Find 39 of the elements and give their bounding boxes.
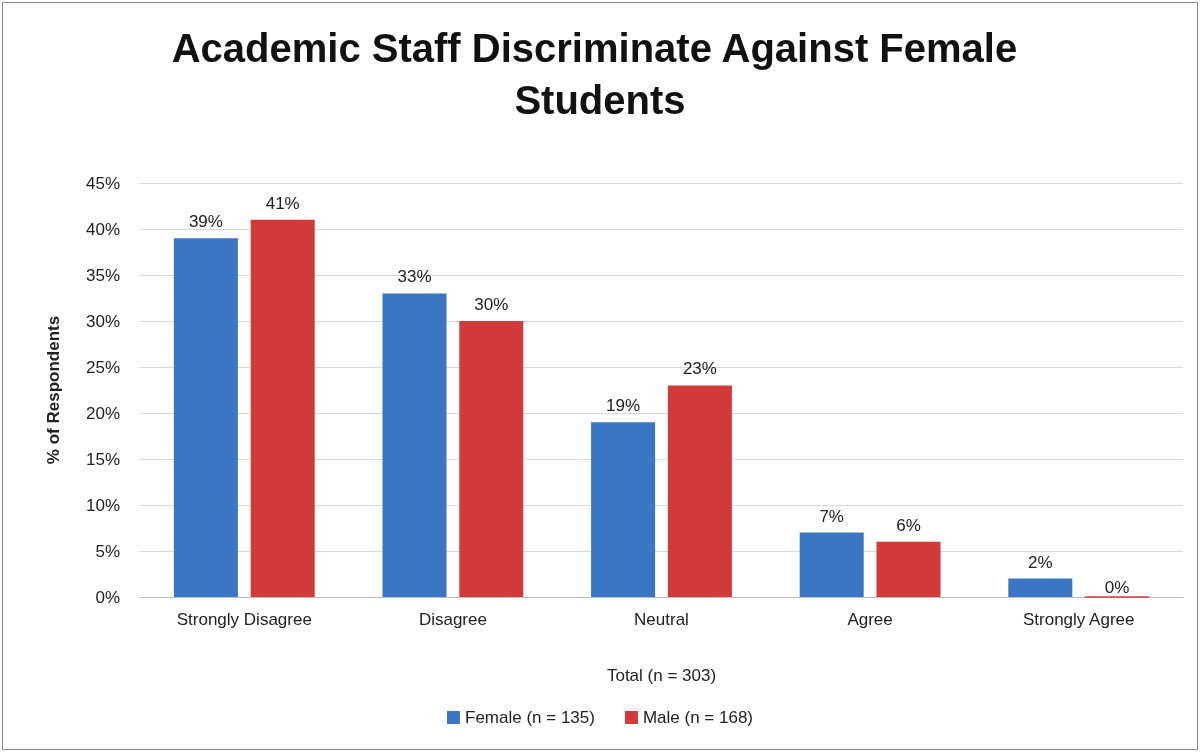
x-axis-title: Total (n = 303) [606,666,717,685]
y-tick-label: 10% [85,495,120,515]
bar [667,385,732,597]
x-tick-label: Strongly Agree [1022,610,1135,629]
data-label: 23% [682,359,717,379]
x-tick-label: Agree [847,610,893,629]
data-label: 39% [188,212,223,232]
y-tick-label: 40% [85,219,120,239]
data-label: 2% [1028,552,1053,572]
legend-label: Female (n = 135) [465,708,595,727]
data-label: 19% [606,396,641,416]
y-tick-label: 45% [85,173,120,193]
y-tick-label: 25% [85,357,120,377]
chart-title: Academic Staff Discriminate Against Female Students [171,26,1029,122]
bar [591,422,656,597]
bar [876,541,941,597]
legend-label: Male (n = 168) [642,708,754,727]
x-tick-label: Neutral [634,610,689,629]
data-label: 6% [896,515,921,535]
bar [173,238,238,597]
y-tick-label: 15% [85,449,120,469]
x-tick-label: Disagree [418,610,487,629]
data-label: 30% [474,295,509,314]
bar [459,321,524,597]
y-tick-label: 35% [85,265,120,285]
y-tick-label: 0% [95,587,120,607]
data-label: 0% [1104,577,1130,597]
bar [250,219,315,597]
data-label: 41% [265,193,300,213]
y-tick-label: 30% [85,311,120,331]
data-label: 7% [819,506,844,526]
bar [799,532,864,597]
bar [382,293,447,597]
y-tick-label: 20% [85,403,120,423]
y-tick-label: 5% [95,541,120,561]
y-axis-title: % of Respondents [44,315,63,465]
data-label: 33% [397,267,432,287]
x-tick-label: Strongly Disagree [176,610,312,629]
bar [1008,578,1073,597]
